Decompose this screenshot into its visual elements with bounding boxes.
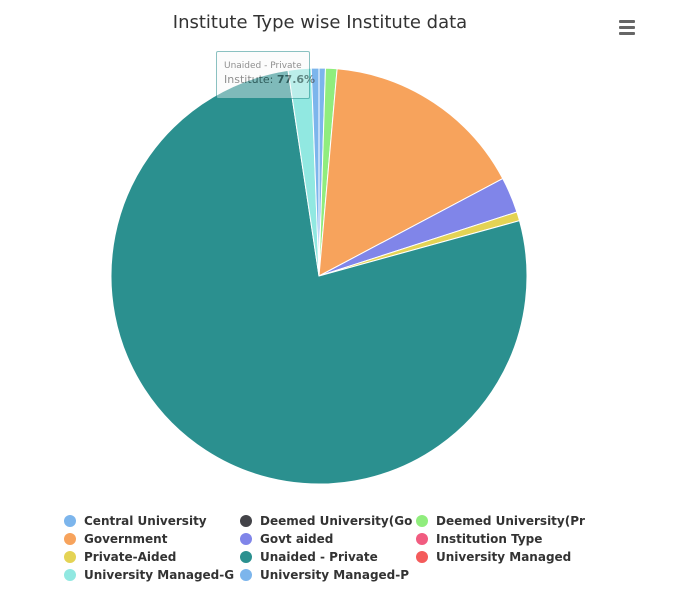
legend-marker-icon [240,568,252,581]
legend-item[interactable]: Government [64,530,167,548]
legend-label: Central University [84,514,207,528]
legend-marker-icon [64,514,76,527]
legend-marker-icon [64,550,76,563]
legend-item[interactable]: Private-Aided [64,548,176,566]
hamburger-menu-icon-bar [619,32,635,35]
legend-label: Unaided - Private [260,550,378,564]
legend-marker-icon [240,514,252,527]
legend-item[interactable]: Govt aided [240,530,333,548]
legend-item[interactable]: University Managed-P [240,566,409,584]
legend-label: Deemed University(Pr [436,514,585,528]
legend-item[interactable]: Central University [64,512,207,530]
menu-button[interactable] [612,14,642,40]
tooltip-row: Institute: 77.6% [224,73,315,86]
legend-marker-icon [240,550,252,563]
tooltip-title: Unaided - Private [224,61,302,71]
legend-item[interactable]: Institution Type [416,530,542,548]
legend-label: Govt aided [260,532,334,546]
legend-marker-icon [64,568,76,581]
legend-label: Deemed University(Go [260,514,413,528]
hamburger-menu-icon-bar [619,26,635,29]
pie-slice-unaided-private[interactable] [110,69,528,485]
legend-marker-icon [240,532,252,545]
legend-label: Private-Aided [84,550,177,564]
legend-marker-icon [416,532,428,545]
legend-label: Government [84,532,168,546]
legend-marker-icon [64,532,76,545]
legend-item[interactable]: University Managed-G [64,566,234,584]
legend-label: University Managed-P [260,568,410,582]
pie-slice-government[interactable] [318,68,504,277]
legend-marker-icon [416,514,428,527]
legend-label: University Managed [436,550,572,564]
chart-title: Institute Type wise Institute data [172,12,468,33]
pie-chart [110,67,528,485]
pie-slice-university-managed-p[interactable] [310,67,320,277]
tooltip-label: Institute: [224,73,274,86]
legend-item[interactable]: University Managed [416,548,571,566]
legend-label: Institution Type [436,532,543,546]
hamburger-menu-icon [619,20,635,23]
legend-label: University Managed-G [84,568,235,582]
chart-tooltip: Unaided - Private Institute: 77.6% [216,51,315,99]
legend-marker-icon [416,550,428,563]
tooltip-value: 77.6% [276,73,316,86]
legend-item[interactable]: Deemed University(Go [240,512,412,530]
legend-item[interactable]: Deemed University(Pr [416,512,585,530]
legend-item[interactable]: Unaided - Private [240,548,378,566]
